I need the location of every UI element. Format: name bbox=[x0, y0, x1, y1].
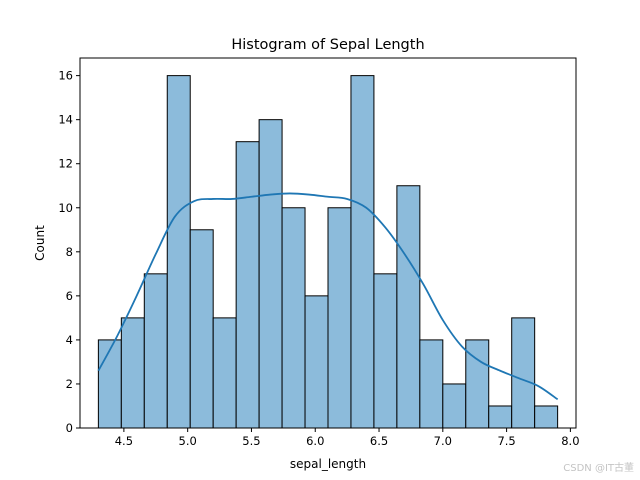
watermark: CSDN @IT古董 bbox=[563, 463, 634, 474]
histogram-bar bbox=[258, 119, 283, 429]
x-tick-label: 4.5 bbox=[115, 434, 133, 448]
y-tick-label: 6 bbox=[66, 289, 73, 303]
y-tick-label: 14 bbox=[58, 113, 73, 127]
histogram-bar bbox=[97, 339, 122, 429]
y-tick-label: 12 bbox=[58, 157, 73, 171]
histogram-bar bbox=[143, 273, 168, 429]
x-axis-label: sepal_length bbox=[290, 457, 366, 471]
histogram-bar bbox=[304, 295, 329, 429]
y-tick-label: 8 bbox=[66, 245, 73, 259]
histogram-bar bbox=[235, 141, 260, 429]
histogram-bar bbox=[373, 273, 398, 429]
plot-frame bbox=[79, 57, 577, 429]
y-tick-label: 16 bbox=[58, 69, 73, 83]
histogram-bar bbox=[419, 339, 444, 429]
x-tick-label: 5.5 bbox=[242, 434, 260, 448]
histogram-bar bbox=[166, 75, 191, 429]
y-axis-label: Count bbox=[33, 225, 47, 261]
histogram-bar bbox=[534, 405, 559, 429]
histogram-bar bbox=[442, 383, 467, 429]
histogram-bar bbox=[281, 207, 306, 429]
y-tick-label: 0 bbox=[66, 421, 73, 435]
histogram-bar bbox=[488, 405, 513, 429]
x-axis-ticks: 4.5 5.0 5.5 6.0 6.5 7.0 7.5 8.0 bbox=[115, 428, 580, 448]
histogram-bar bbox=[511, 317, 536, 429]
histogram-bar bbox=[120, 317, 145, 429]
x-tick-label: 6.5 bbox=[370, 434, 388, 448]
histogram-bar bbox=[350, 75, 375, 429]
bars-group bbox=[97, 75, 559, 429]
y-tick-label: 2 bbox=[66, 377, 73, 391]
x-tick-label: 5.0 bbox=[179, 434, 197, 448]
chart-title: Histogram of Sepal Length bbox=[231, 37, 424, 53]
histogram-bar bbox=[327, 207, 352, 429]
x-tick-label: 8.0 bbox=[561, 434, 579, 448]
x-tick-label: 7.5 bbox=[497, 434, 515, 448]
y-tick-label: 4 bbox=[66, 333, 73, 347]
histogram-bar bbox=[189, 229, 214, 429]
histogram-bar bbox=[396, 185, 421, 429]
x-tick-label: 7.0 bbox=[434, 434, 452, 448]
y-axis-ticks: 0 2 4 6 8 10 12 14 16 bbox=[58, 69, 80, 435]
x-tick-label: 6.0 bbox=[306, 434, 324, 448]
y-tick-label: 10 bbox=[58, 201, 73, 215]
histogram-bar bbox=[212, 317, 237, 429]
kde-curve bbox=[97, 192, 559, 401]
